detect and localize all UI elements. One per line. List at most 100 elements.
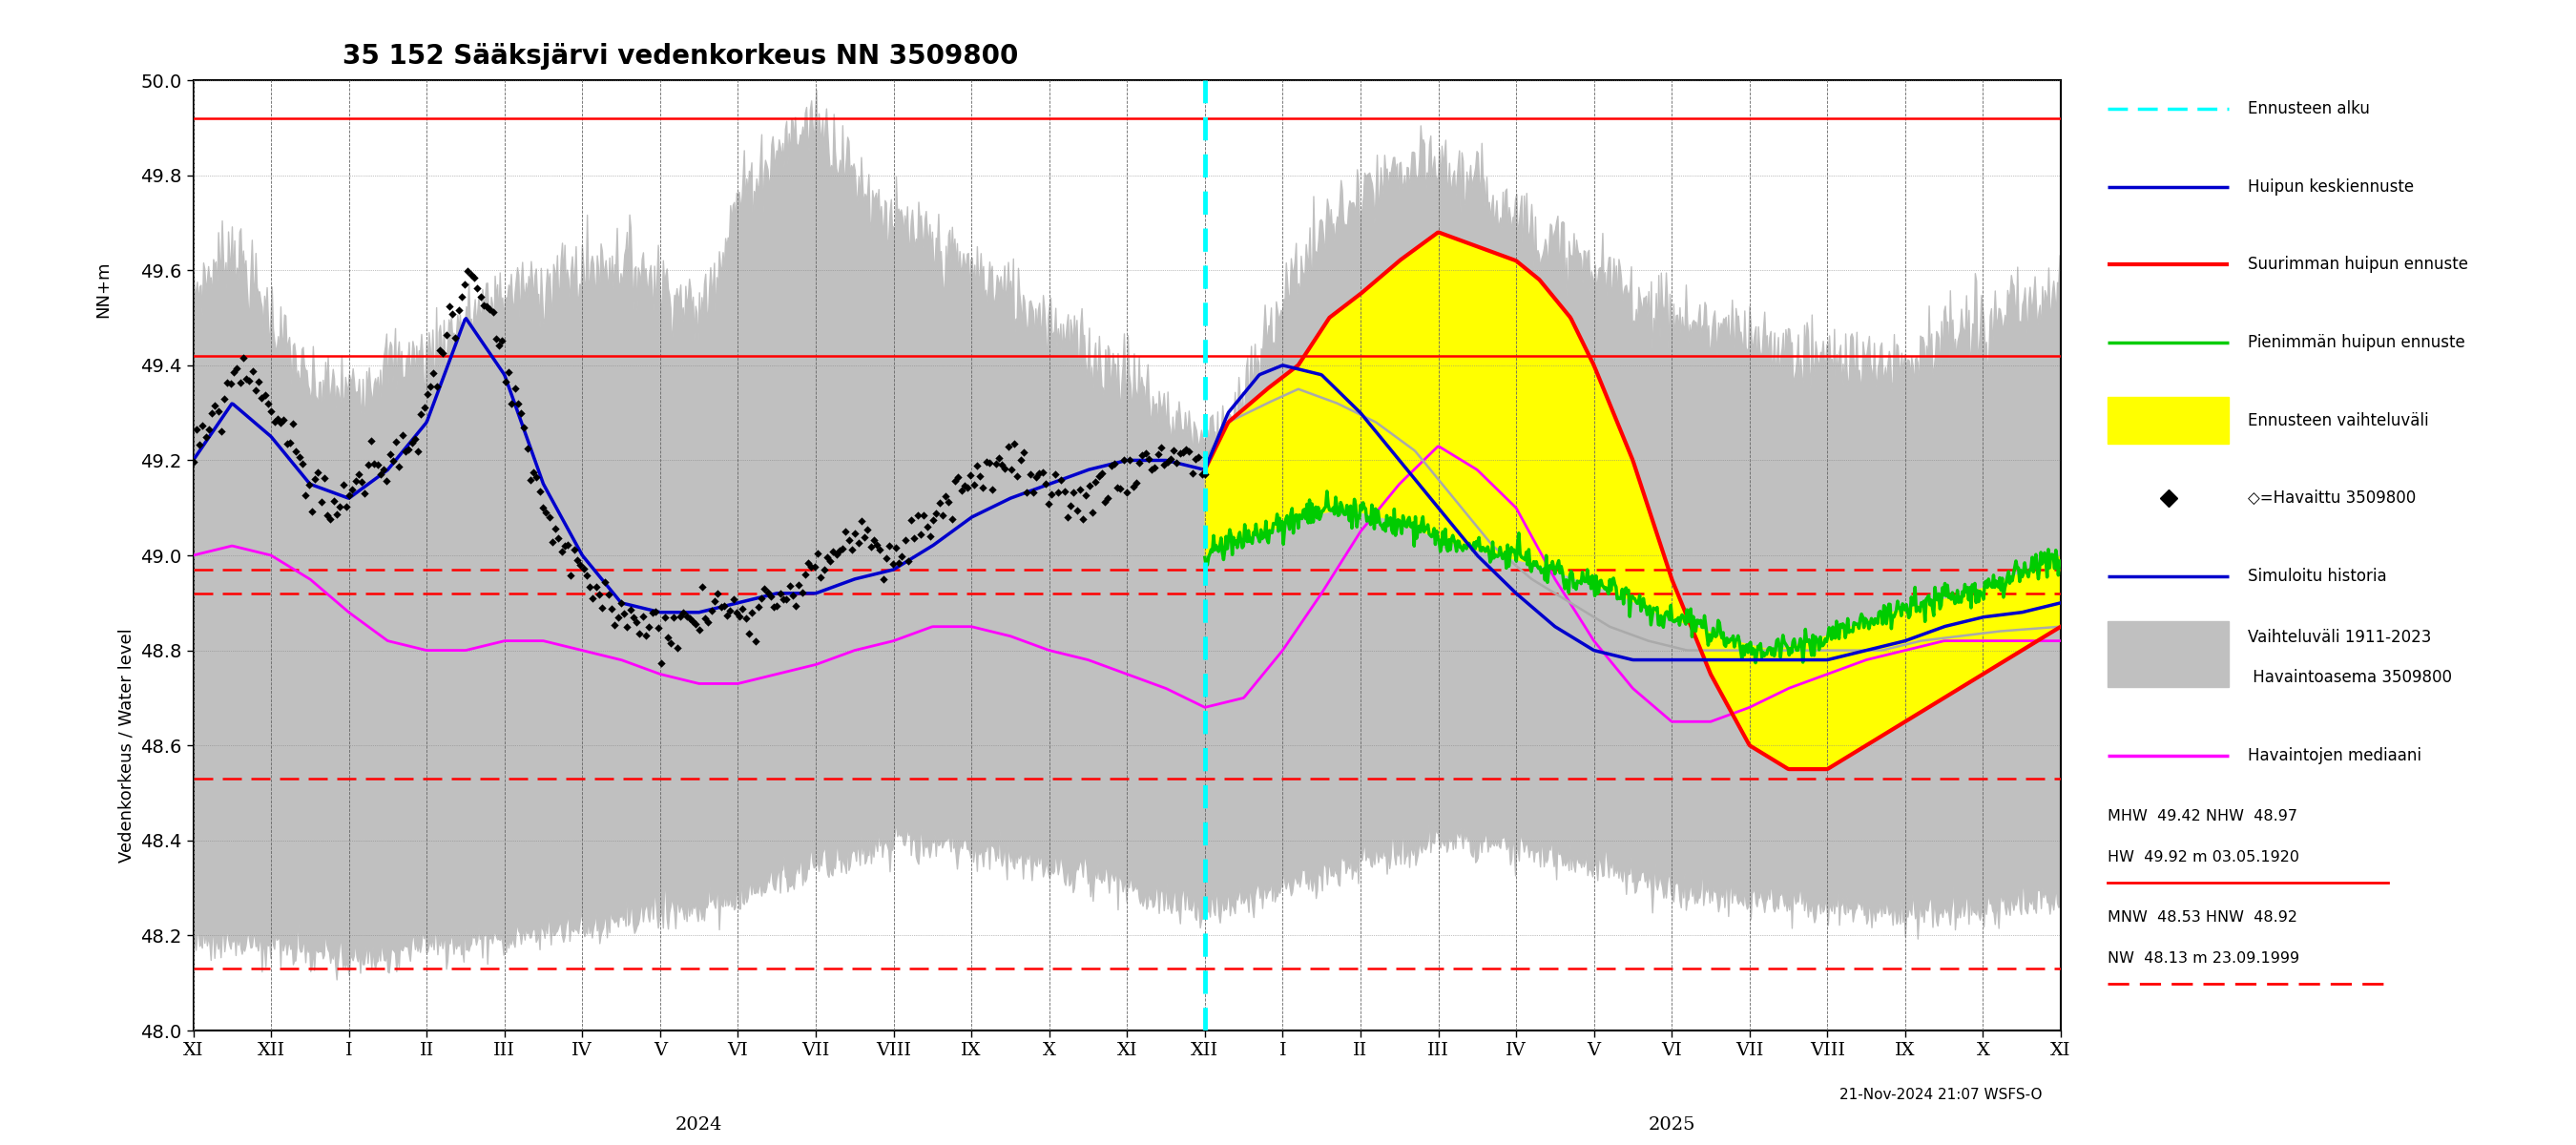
Point [1105,483,1146,502]
Text: Ennusteen alku: Ennusteen alku [2246,100,2370,117]
Point [672,611,714,630]
Point [520,482,562,500]
Point [951,466,992,484]
Point [819,540,860,559]
Point [600,594,641,613]
Point [984,459,1025,477]
Point [392,434,433,452]
Point [234,381,276,400]
Point [546,536,587,554]
Point [484,373,526,392]
Point [837,534,878,552]
Point [572,590,613,608]
Point [1103,451,1144,469]
Point [183,417,224,435]
Point [291,503,332,521]
Point [492,395,533,413]
Point [479,337,520,355]
Point [526,504,567,522]
Point [829,530,871,548]
Point [1146,452,1188,471]
Point [188,420,229,439]
Text: 35 152 Sääksjärvi vedenkorkeus NN 3509800: 35 152 Sääksjärvi vedenkorkeus NN 350980… [343,44,1018,70]
Point [232,362,273,380]
Point [453,269,495,287]
Point [301,492,343,511]
Point [204,389,245,408]
Point [1170,442,1211,460]
Point [775,597,817,615]
Point [366,472,407,490]
Point [337,465,379,483]
Point [1164,441,1206,459]
Point [1025,475,1066,493]
Point [348,456,389,474]
Point [379,457,420,475]
Text: Havaintoasema 3509800: Havaintoasema 3509800 [2246,670,2452,687]
Point [873,555,914,574]
Point [1054,483,1095,502]
Point [987,437,1028,456]
Point [667,607,708,625]
Point [953,475,994,493]
Point [193,397,234,416]
Point [1010,466,1051,484]
Text: HW  49.92 m 03.05.1920: HW 49.92 m 03.05.1920 [2107,850,2300,864]
Point [927,493,969,512]
Point [817,545,858,563]
Point [654,609,696,627]
Point [922,506,963,524]
Point [958,466,999,484]
Text: MHW  49.42 NHW  48.97: MHW 49.42 NHW 48.97 [2107,810,2298,823]
Point [260,413,301,432]
Point [590,600,631,618]
Point [1121,445,1162,464]
Point [178,435,219,453]
Point [1061,510,1103,528]
Point [273,414,314,433]
Point [770,577,811,595]
Point [587,585,629,603]
Point [222,349,263,368]
Point [1131,460,1172,479]
Point [1051,496,1092,514]
Point [242,388,283,406]
Point [618,624,659,642]
Point [891,511,933,529]
Point [1056,502,1097,520]
Point [294,469,335,488]
Point [443,275,484,293]
Point [456,278,497,297]
Point [448,261,489,279]
Point [876,538,917,556]
Point [191,404,232,423]
Text: Suurimman huipun ennuste: Suurimman huipun ennuste [2246,256,2468,274]
Point [538,529,580,547]
Point [1028,495,1069,513]
Point [1149,450,1190,468]
Text: 21-Nov-2024 21:07 WSFS-O: 21-Nov-2024 21:07 WSFS-O [1839,1088,2043,1101]
Point [706,606,747,624]
Point [1141,439,1182,457]
Point [598,609,639,627]
Point [319,498,361,516]
Point [397,442,438,460]
Point [307,506,348,524]
Point [940,482,981,500]
Point [185,427,227,445]
Point [1023,463,1064,481]
Point [384,442,425,460]
Point [708,601,750,619]
Point [245,386,286,404]
Point [1095,455,1136,473]
Point [714,590,755,608]
Point [263,411,304,429]
Text: Vedenkorkeus / Water level: Vedenkorkeus / Water level [118,629,134,862]
Point [732,603,773,622]
Point [811,543,853,561]
Point [1072,504,1113,522]
Point [878,554,920,572]
Point [404,398,446,417]
Point [670,609,711,627]
Point [1097,479,1139,497]
